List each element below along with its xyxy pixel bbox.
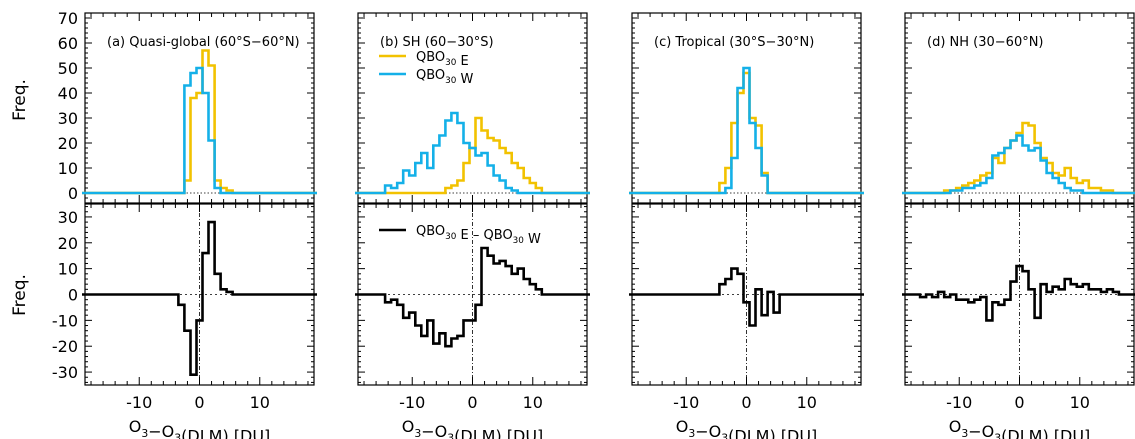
- x-tick-label: 0: [1014, 393, 1024, 412]
- x-axis-label: O3−O3(DLM) [DU]: [676, 417, 818, 439]
- x-tick-label: -10: [946, 393, 972, 412]
- x-axis-label: O3−O3(DLM) [DU]: [402, 417, 544, 439]
- series-line-qbo30-w: [82, 66, 317, 195]
- x-axis-label: O3−O3(DLM) [DU]: [949, 417, 1091, 439]
- y-tick-label: 30: [58, 208, 78, 227]
- x-tick-label: 0: [467, 393, 477, 412]
- series-line-diff: [629, 267, 864, 327]
- x-tick-label: -10: [126, 393, 152, 412]
- legend-label: QBO30 W: [416, 68, 474, 87]
- y-tick-label: 20: [58, 134, 78, 153]
- y-tick-label: 10: [58, 260, 78, 279]
- series-line-diff: [82, 220, 317, 376]
- x-axis-label: O3−O3(DLM) [DU]: [129, 417, 271, 439]
- y-tick-label: 70: [58, 9, 78, 28]
- x-tick-label: 10: [797, 393, 817, 412]
- panel-title: (a) Quasi-global (60°S−60°N): [107, 35, 300, 50]
- top-panel-4: (d) NH (30−60°N): [902, 12, 1135, 204]
- y-tick-label: -10: [52, 311, 78, 330]
- series-line-qbo30-e: [82, 49, 317, 195]
- y-tick-label: 40: [58, 84, 78, 103]
- series-line-qbo30-e: [629, 71, 864, 195]
- top-panel-1: 0 10 20 30 40 50 60 70 (a) Quasi-global (60°S−60…: [58, 9, 317, 204]
- bottom-panel-3: -10 0 10 O3−O3(DLM) [DU]: [629, 203, 864, 439]
- x-tick-label: 0: [194, 393, 204, 412]
- y-tick-label: 30: [58, 109, 78, 128]
- panel-title: (d) NH (30−60°N): [927, 35, 1044, 50]
- top-panel-3: (c) Tropical (30°S−30°N): [629, 12, 864, 204]
- x-tick-label: 10: [523, 393, 543, 412]
- series-line-qbo30-w: [902, 134, 1135, 195]
- panel-title: (b) SH (60−30°S): [380, 35, 494, 50]
- top-ylabel: Freq.: [10, 79, 30, 121]
- x-tick-label: 0: [741, 393, 751, 412]
- y-tick-label: 0: [68, 184, 78, 203]
- series-line-qbo30-e: [902, 121, 1135, 195]
- panels-group: 0 10 20 30 40 50 60 70 (a) Quasi-global (60°S−60…: [52, 9, 1135, 439]
- x-tick-label: 10: [1070, 393, 1090, 412]
- y-tick-label: 10: [58, 159, 78, 178]
- series-line-diff: [902, 264, 1135, 322]
- bottom-panel-2: -10 0 10 O3−O3(DLM) [DU] QBO30 E – QBO30 W: [355, 203, 590, 439]
- y-tick-label: 20: [58, 234, 78, 253]
- series-line-qbo30-e: [355, 116, 590, 195]
- bottom-panel-4: -10 0 10 O3−O3(DLM) [DU]: [902, 203, 1135, 439]
- x-tick-label: -10: [399, 393, 425, 412]
- x-tick-label: -10: [673, 393, 699, 412]
- bottom-ylabel: Freq.: [10, 274, 30, 316]
- series-line-qbo30-w: [355, 111, 590, 195]
- y-tick-label: -20: [52, 337, 78, 356]
- legend-label: QBO30 E – QBO30 W: [416, 224, 541, 247]
- bottom-panel-1: -30 -20 -10 0 10 20 30 -10 0 10 O3−O3(DLM) [DU]: [52, 203, 317, 439]
- series-line-qbo30-w: [629, 66, 864, 195]
- y-tick-label: 50: [58, 59, 78, 78]
- series-line-diff: [355, 246, 590, 348]
- panel-title: (c) Tropical (30°S−30°N): [654, 35, 814, 50]
- y-tick-label: 60: [58, 34, 78, 53]
- y-tick-label: -30: [52, 363, 78, 382]
- legend-label: QBO30 E: [416, 50, 469, 69]
- y-tick-label: 0: [68, 286, 78, 305]
- x-tick-label: 10: [250, 393, 270, 412]
